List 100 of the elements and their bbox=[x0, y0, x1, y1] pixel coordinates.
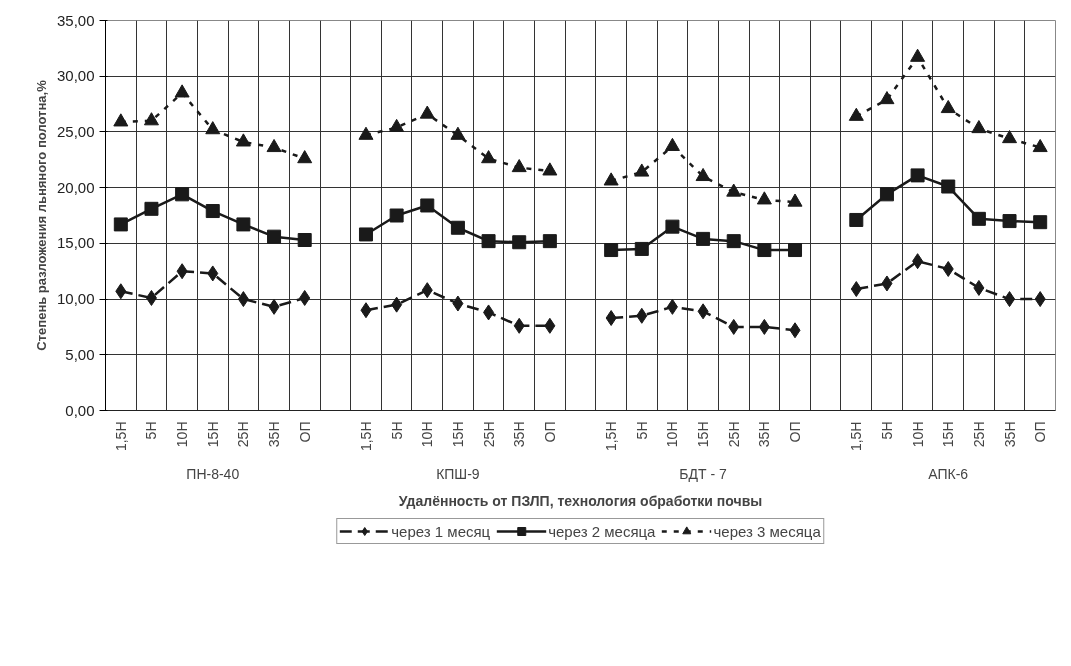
point bbox=[634, 241, 649, 256]
point bbox=[113, 113, 129, 127]
point bbox=[207, 265, 219, 282]
x-tick-label: 5Н bbox=[388, 421, 405, 440]
x-tick-label: 25Н bbox=[480, 421, 497, 448]
y-tick-label: 10,00 bbox=[56, 290, 95, 308]
point bbox=[358, 126, 374, 140]
x-tick-label: 15Н bbox=[940, 421, 957, 448]
point bbox=[941, 179, 956, 194]
point bbox=[481, 234, 496, 249]
point bbox=[1033, 215, 1048, 230]
point bbox=[360, 302, 372, 319]
x-tick-label: ОП bbox=[787, 421, 804, 443]
point bbox=[115, 283, 127, 300]
x-tick-label: ОП bbox=[1032, 421, 1049, 443]
point bbox=[391, 296, 403, 313]
point bbox=[358, 227, 373, 242]
point bbox=[420, 198, 435, 213]
point bbox=[205, 121, 221, 135]
point bbox=[144, 201, 159, 216]
point bbox=[696, 231, 711, 246]
point bbox=[604, 243, 619, 258]
x-tick-label: ОП bbox=[296, 421, 313, 443]
point bbox=[756, 191, 772, 205]
point bbox=[664, 137, 680, 151]
point bbox=[728, 318, 740, 335]
point bbox=[542, 162, 558, 176]
point bbox=[113, 217, 128, 232]
x-tick-label: 15Н bbox=[204, 421, 221, 448]
x-tick-label: 1,5Н bbox=[112, 421, 129, 452]
legend-label: через 2 месяца bbox=[548, 522, 656, 540]
legend-label: через 3 месяца bbox=[713, 522, 821, 540]
point bbox=[176, 263, 188, 280]
point bbox=[452, 295, 464, 312]
point bbox=[726, 234, 741, 249]
x-tick-label: 1,5Н bbox=[603, 421, 620, 452]
point bbox=[603, 172, 619, 186]
point bbox=[268, 298, 280, 315]
x-tick-label: 35Н bbox=[511, 421, 528, 448]
point bbox=[881, 275, 893, 292]
y-tick-label: 15,00 bbox=[56, 234, 95, 252]
point bbox=[205, 204, 220, 219]
point bbox=[879, 91, 895, 105]
point bbox=[513, 317, 525, 334]
point bbox=[174, 84, 190, 98]
point bbox=[421, 282, 433, 299]
point bbox=[879, 187, 894, 202]
point bbox=[542, 234, 557, 249]
point bbox=[1002, 214, 1017, 229]
y-tick-label: 20,00 bbox=[56, 178, 95, 196]
point bbox=[512, 235, 527, 250]
point bbox=[1004, 291, 1016, 308]
point bbox=[973, 279, 985, 296]
x-tick-label: 1,5Н bbox=[357, 421, 374, 452]
x-tick-label: 10Н bbox=[664, 421, 681, 448]
point bbox=[236, 217, 251, 232]
point bbox=[143, 112, 159, 126]
x-tick-label: 5Н bbox=[633, 421, 650, 440]
x-tick-label: 10Н bbox=[174, 421, 191, 448]
point bbox=[850, 281, 862, 298]
x-tick-label: 5Н bbox=[878, 421, 895, 440]
point bbox=[450, 220, 465, 235]
point bbox=[483, 304, 495, 321]
point bbox=[849, 212, 864, 227]
point bbox=[175, 187, 190, 202]
point bbox=[971, 211, 986, 226]
x-tick-label: 5Н bbox=[143, 421, 160, 440]
point bbox=[940, 99, 956, 114]
point bbox=[636, 307, 648, 324]
x-tick-label: 10Н bbox=[909, 421, 926, 448]
point bbox=[450, 126, 466, 140]
point bbox=[697, 303, 709, 320]
point bbox=[1032, 138, 1048, 153]
y-tick-label: 5,00 bbox=[65, 345, 95, 363]
point bbox=[481, 150, 497, 164]
x-tick-label: 25Н bbox=[725, 421, 742, 448]
point bbox=[389, 118, 405, 133]
x-tick-label: 1,5Н bbox=[848, 421, 865, 452]
text: АПК-6 bbox=[928, 465, 969, 482]
point bbox=[788, 243, 803, 258]
point bbox=[299, 289, 311, 306]
text: ПН-8-40 bbox=[186, 465, 240, 482]
x-tick-label: ОП bbox=[541, 421, 558, 443]
x-tick-label: 35Н bbox=[266, 421, 283, 448]
point bbox=[665, 219, 680, 234]
point bbox=[789, 322, 801, 339]
y-tick-label: 0,00 bbox=[65, 401, 95, 419]
point bbox=[971, 120, 987, 134]
x-tick-label: 35Н bbox=[756, 421, 773, 448]
point bbox=[511, 159, 527, 173]
y-axis-title: Степень разложения льняного полотна,% bbox=[33, 79, 49, 351]
x-tick-label: 15Н bbox=[695, 421, 712, 448]
x-tick-label: 35Н bbox=[1001, 421, 1018, 448]
point bbox=[1002, 130, 1018, 144]
point bbox=[145, 289, 157, 306]
point bbox=[910, 48, 926, 62]
point bbox=[297, 150, 313, 164]
point bbox=[848, 107, 864, 121]
point bbox=[695, 167, 711, 182]
point bbox=[605, 310, 617, 327]
